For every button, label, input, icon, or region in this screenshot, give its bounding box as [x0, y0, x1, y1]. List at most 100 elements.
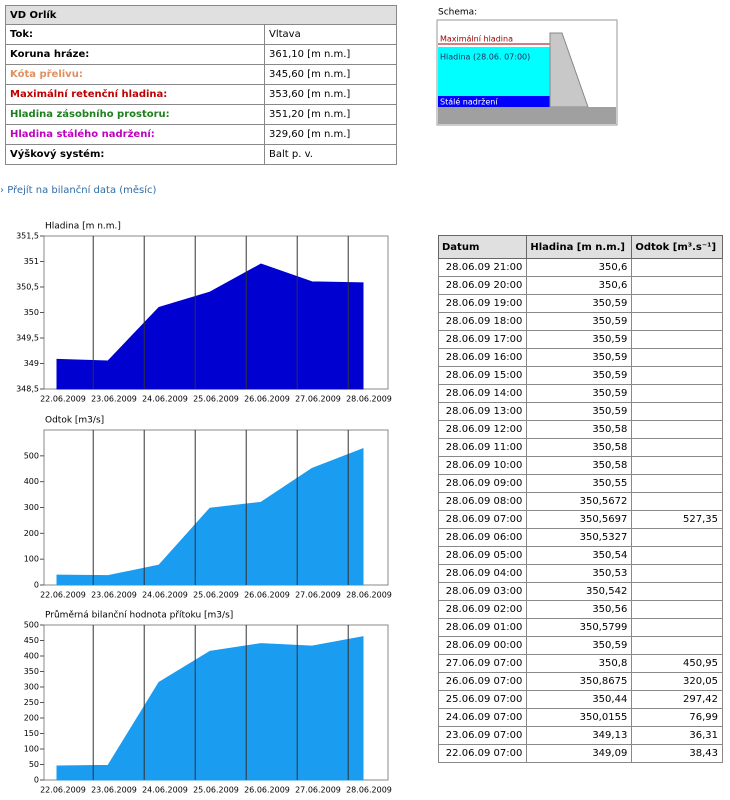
table-cell: 26.06.09 07:00	[437, 672, 528, 691]
table-cell: 28.06.09 00:00	[437, 636, 528, 655]
table-cell: 28.06.09 15:00	[437, 366, 528, 385]
chart-title: Odtok [m3/s]	[45, 416, 104, 426]
table-cell: 28.06.09 06:00	[437, 528, 528, 547]
table-cell: 350,54	[526, 546, 633, 565]
info-label: Koruna hráze:	[5, 44, 265, 65]
info-label: Výškový systém:	[5, 144, 265, 165]
table-cell	[631, 618, 723, 637]
table-cell: 350,59	[526, 330, 633, 349]
y-tick-label: 450	[24, 636, 39, 645]
y-tick-label: 400	[24, 477, 39, 486]
table-row: 28.06.09 20:00 350,6	[437, 276, 723, 295]
x-tick-label: 26.06.2009	[244, 591, 290, 600]
table-cell	[631, 546, 723, 565]
x-tick-label: 24.06.2009	[142, 395, 188, 404]
y-tick-label: 349,5	[16, 334, 39, 343]
table-row: 28.06.09 16:00 350,59	[437, 348, 723, 367]
table-cell	[631, 474, 723, 493]
table-cell: 28.06.09 13:00	[437, 402, 528, 421]
info-value: 361,10 [m n.m.]	[264, 44, 397, 65]
schema-max-label: Maximální hladina	[440, 35, 513, 44]
table-cell: 24.06.09 07:00	[437, 708, 528, 727]
table-cell: 28.06.09 08:00	[437, 492, 528, 511]
table-cell: 350,5672	[526, 492, 633, 511]
table-row: 28.06.09 00:00 350,59	[437, 636, 723, 655]
y-tick-label: 351,5	[16, 232, 39, 241]
table-cell	[631, 528, 723, 547]
table-cell: 350,5697	[526, 510, 633, 529]
table-cell	[631, 582, 723, 601]
table-row: 28.06.09 13:00 350,59	[437, 402, 723, 421]
y-tick-label: 0	[34, 581, 39, 590]
table-cell: 350,59	[526, 366, 633, 385]
data-table: Datum Hladina [m n.m.] Odtok [m³.s⁻¹] 28.06…	[437, 235, 723, 763]
info-row: Koruna hráze: 361,10 [m n.m.]	[5, 44, 397, 65]
table-header: Datum	[437, 235, 528, 259]
info-row: Výškový systém: Balt p. v.	[5, 144, 397, 165]
x-tick-label: 22.06.2009	[40, 591, 86, 600]
table-cell	[631, 348, 723, 367]
table-cell	[631, 330, 723, 349]
table-cell	[631, 258, 723, 277]
info-row: Tok: Vltava	[5, 24, 397, 45]
table-cell: 320,05	[631, 672, 723, 691]
table-cell	[631, 294, 723, 313]
table-row: 28.06.09 19:00 350,59	[437, 294, 723, 313]
info-label: Kóta přelivu:	[5, 64, 265, 85]
table-cell	[631, 492, 723, 511]
schema-level-label: Hladina (28.06. 07:00)	[440, 53, 530, 62]
table-row: 28.06.09 12:00 350,58	[437, 420, 723, 439]
x-tick-label: 28.06.2009	[346, 786, 392, 795]
table-header: Odtok [m³.s⁻¹]	[631, 235, 723, 259]
table-cell: 350,58	[526, 456, 633, 475]
table-row: 27.06.09 07:00 350,8 450,95	[437, 654, 723, 673]
table-row: 22.06.09 07:00 349,09 38,43	[437, 744, 723, 763]
table-cell: 28.06.09 21:00	[437, 258, 528, 277]
info-row: Maximální retenční hladina: 353,60 [m n.m…	[5, 84, 397, 105]
x-tick-label: 25.06.2009	[193, 786, 239, 795]
table-cell	[631, 456, 723, 475]
table-cell: 350,6	[526, 258, 633, 277]
table-cell: 350,6	[526, 276, 633, 295]
table-row: 24.06.09 07:00 350,0155 76,99	[437, 708, 723, 727]
info-value: 329,60 [m n.m.]	[264, 124, 397, 145]
table-row: 23.06.09 07:00 349,13 36,31	[437, 726, 723, 745]
table-cell: 297,42	[631, 690, 723, 709]
table-cell: 350,44	[526, 690, 633, 709]
table-cell: 350,0155	[526, 708, 633, 727]
table-cell: 28.06.09 17:00	[437, 330, 528, 349]
info-value: Vltava	[264, 24, 397, 45]
table-row: 28.06.09 06:00 350,5327	[437, 528, 723, 547]
table-cell	[631, 438, 723, 457]
table-cell: 22.06.09 07:00	[437, 744, 528, 763]
info-row: Hladina stálého nadržení: 329,60 [m n.m.]	[5, 124, 397, 145]
y-tick-label: 350,5	[16, 283, 39, 292]
table-cell: 28.06.09 10:00	[437, 456, 528, 475]
table-cell: 76,99	[631, 708, 723, 727]
table-cell: 28.06.09 16:00	[437, 348, 528, 367]
x-tick-label: 28.06.2009	[346, 591, 392, 600]
table-row: 28.06.09 14:00 350,59	[437, 384, 723, 403]
area	[56, 448, 364, 586]
table-row: 28.06.09 08:00 350,5672	[437, 492, 723, 511]
table-cell: 28.06.09 02:00	[437, 600, 528, 619]
table-cell: 36,31	[631, 726, 723, 745]
table-cell: 450,95	[631, 654, 723, 673]
table-cell: 28.06.09 11:00	[437, 438, 528, 457]
table-cell: 28.06.09 03:00	[437, 582, 528, 601]
link[interactable]: › Přejít na bilanční data (měsíc)	[0, 185, 157, 196]
schema-title: Schema:	[438, 8, 477, 18]
table-cell: 28.06.09 14:00	[437, 384, 528, 403]
table-cell	[631, 636, 723, 655]
table-row: 28.06.09 07:00 350,5697 527,35	[437, 510, 723, 529]
x-tick-label: 28.06.2009	[346, 395, 392, 404]
table-cell: 349,09	[526, 744, 633, 763]
info-title: VD Orlík	[5, 5, 397, 25]
y-tick-label: 350	[24, 308, 39, 317]
link-text[interactable]: Přejít na bilanční data (měsíc)	[7, 185, 157, 196]
table-cell: 350,55	[526, 474, 633, 493]
table-cell	[631, 600, 723, 619]
table-row: 28.06.09 04:00 350,53	[437, 564, 723, 583]
table-cell: 350,8675	[526, 672, 633, 691]
x-tick-label: 25.06.2009	[193, 591, 239, 600]
